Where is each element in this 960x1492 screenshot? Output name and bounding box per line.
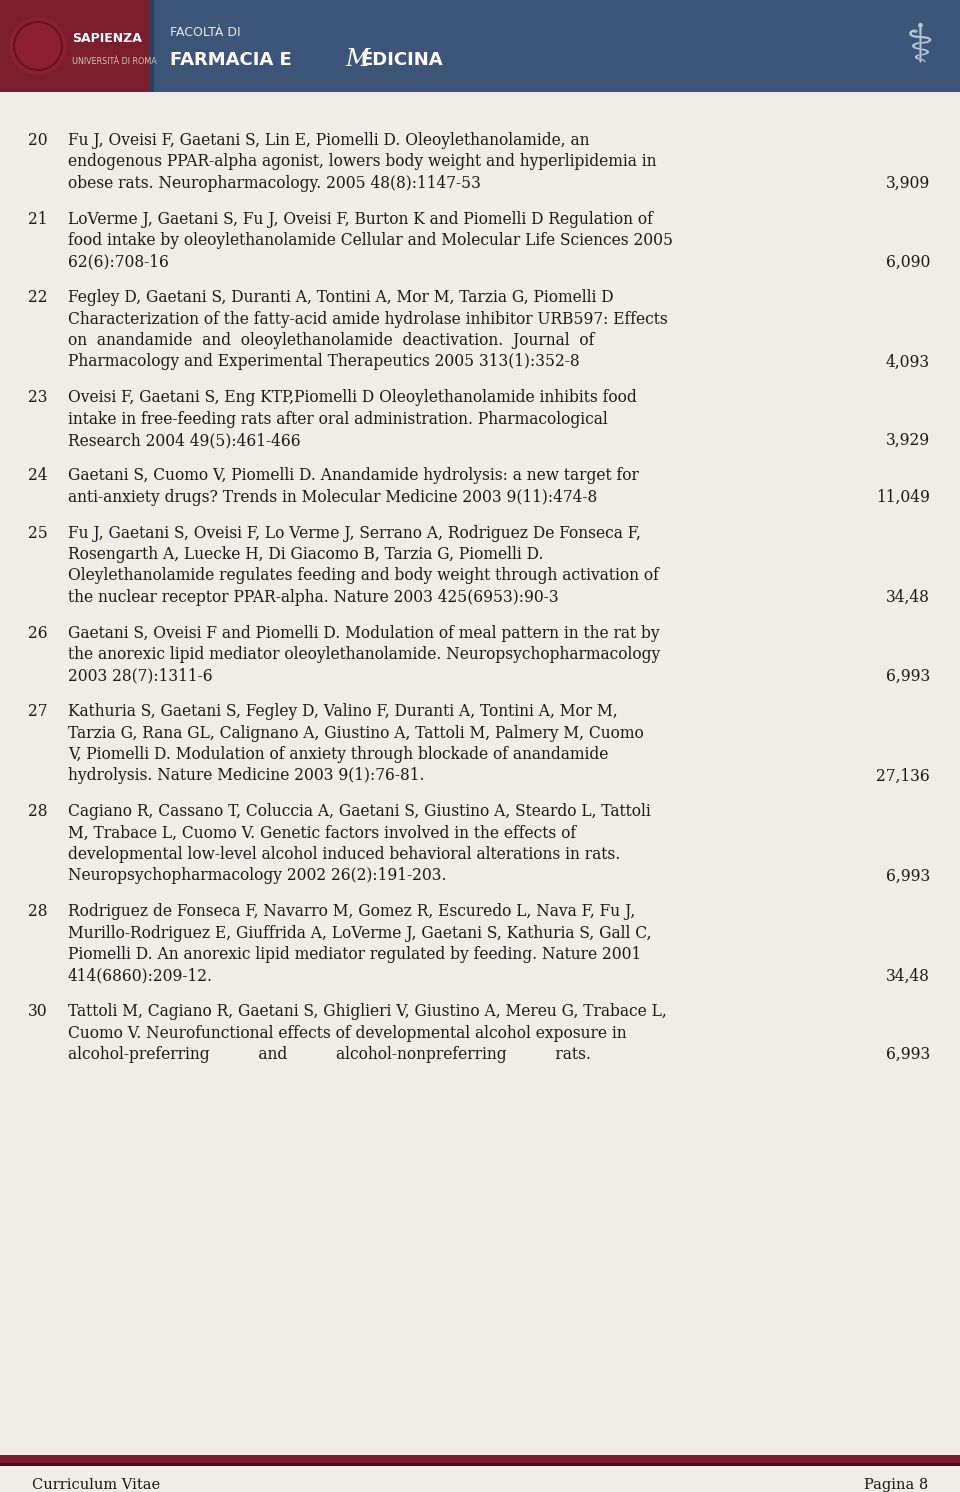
Text: SAPIENZA: SAPIENZA (72, 31, 142, 45)
Text: 27,136: 27,136 (876, 767, 930, 785)
Text: 30: 30 (28, 1003, 48, 1021)
Text: LoVerme J, Gaetani S, Fu J, Oveisi F, Burton K and Piomelli D Regulation of: LoVerme J, Gaetani S, Fu J, Oveisi F, Bu… (68, 210, 653, 227)
Text: 11,049: 11,049 (876, 489, 930, 506)
Text: Oleylethanolamide regulates feeding and body weight through activation of: Oleylethanolamide regulates feeding and … (68, 567, 659, 585)
Text: Fegley D, Gaetani S, Duranti A, Tontini A, Mor M, Tarzia G, Piomelli D: Fegley D, Gaetani S, Duranti A, Tontini … (68, 289, 613, 306)
Text: M, Trabace L, Cuomo V. Genetic factors involved in the effects of: M, Trabace L, Cuomo V. Genetic factors i… (68, 825, 576, 841)
Text: 28: 28 (28, 803, 47, 821)
Text: Neuropsychopharmacology 2002 26(2):191-203.: Neuropsychopharmacology 2002 26(2):191-2… (68, 867, 446, 885)
Text: 20: 20 (28, 131, 48, 149)
Text: Piomelli D. An anorexic lipid mediator regulated by feeding. Nature 2001: Piomelli D. An anorexic lipid mediator r… (68, 946, 641, 962)
Text: 23: 23 (28, 389, 47, 406)
Text: ⚕: ⚕ (905, 19, 934, 72)
Text: anti-anxiety drugs? Trends in Molecular Medicine 2003 9(11):474-8: anti-anxiety drugs? Trends in Molecular … (68, 489, 597, 506)
Circle shape (10, 18, 66, 75)
Text: Murillo-Rodriguez E, Giuffrida A, LoVerme J, Gaetani S, Kathuria S, Gall C,: Murillo-Rodriguez E, Giuffrida A, LoVerm… (68, 925, 652, 941)
Text: alcohol-preferring          and          alcohol-nonpreferring          rats.: alcohol-preferring and alcohol-nonprefer… (68, 1046, 590, 1062)
Text: 22: 22 (28, 289, 47, 306)
Text: 6,993: 6,993 (886, 1046, 930, 1062)
Text: FARMACIA E: FARMACIA E (170, 51, 304, 69)
Text: endogenous PPAR-alpha agonist, lowers body weight and hyperlipidemia in: endogenous PPAR-alpha agonist, lowers bo… (68, 154, 657, 170)
Text: 28: 28 (28, 903, 47, 921)
Text: FACOLTÀ DI: FACOLTÀ DI (170, 25, 241, 39)
Text: 62(6):708-16: 62(6):708-16 (68, 254, 169, 270)
Text: 6,090: 6,090 (886, 254, 930, 270)
Text: Rodriguez de Fonseca F, Navarro M, Gomez R, Escuredo L, Nava F, Fu J,: Rodriguez de Fonseca F, Navarro M, Gomez… (68, 903, 636, 921)
Bar (0, 1464, 960, 1467)
Text: 3,929: 3,929 (886, 433, 930, 449)
Text: the anorexic lipid mediator oleoylethanolamide. Neuropsychopharmacology: the anorexic lipid mediator oleoylethano… (68, 646, 660, 662)
Text: obese rats. Neuropharmacology. 2005 48(8):1147-53: obese rats. Neuropharmacology. 2005 48(8… (68, 175, 481, 192)
Text: 34,48: 34,48 (886, 967, 930, 985)
Bar (150, 0, 154, 93)
Bar (0, 0, 150, 93)
Text: on  anandamide  and  oleoylethanolamide  deactivation.  Journal  of: on anandamide and oleoylethanolamide dea… (68, 333, 594, 349)
Text: UNIVERSITÀ DI ROMA: UNIVERSITÀ DI ROMA (72, 58, 156, 67)
Text: Cuomo V. Neurofunctional effects of developmental alcohol exposure in: Cuomo V. Neurofunctional effects of deve… (68, 1025, 627, 1041)
Text: Oveisi F, Gaetani S, Eng KTP,Piomelli D Oleoylethanolamide inhibits food: Oveisi F, Gaetani S, Eng KTP,Piomelli D … (68, 389, 636, 406)
Bar (0, 0, 960, 93)
Text: food intake by oleoylethanolamide Cellular and Molecular Life Sciences 2005: food intake by oleoylethanolamide Cellul… (68, 231, 673, 249)
Text: Tattoli M, Cagiano R, Gaetani S, Ghiglieri V, Giustino A, Mereu G, Trabace L,: Tattoli M, Cagiano R, Gaetani S, Ghiglie… (68, 1003, 667, 1021)
Text: Fu J, Oveisi F, Gaetani S, Lin E, Piomelli D. Oleoylethanolamide, an: Fu J, Oveisi F, Gaetani S, Lin E, Piomel… (68, 131, 589, 149)
Text: 414(6860):209-12.: 414(6860):209-12. (68, 967, 213, 985)
Text: 24: 24 (28, 467, 47, 485)
Text: 6,993: 6,993 (886, 867, 930, 885)
Text: intake in free-feeding rats after oral administration. Pharmacological: intake in free-feeding rats after oral a… (68, 410, 608, 428)
Text: Pagina 8: Pagina 8 (864, 1479, 928, 1492)
Text: 27: 27 (28, 703, 47, 721)
Text: 2003 28(7):1311-6: 2003 28(7):1311-6 (68, 667, 212, 685)
Text: Kathuria S, Gaetani S, Fegley D, Valino F, Duranti A, Tontini A, Mor M,: Kathuria S, Gaetani S, Fegley D, Valino … (68, 703, 617, 721)
Text: Gaetani S, Cuomo V, Piomelli D. Anandamide hydrolysis: a new target for: Gaetani S, Cuomo V, Piomelli D. Anandami… (68, 467, 638, 485)
Text: 25: 25 (28, 525, 48, 542)
Text: 34,48: 34,48 (886, 589, 930, 606)
Bar (0, 1455, 960, 1464)
Text: Fu J, Gaetani S, Oveisi F, Lo Verme J, Serrano A, Rodriguez De Fonseca F,: Fu J, Gaetani S, Oveisi F, Lo Verme J, S… (68, 525, 641, 542)
Text: M: M (345, 49, 370, 72)
Text: developmental low-level alcohol induced behavioral alterations in rats.: developmental low-level alcohol induced … (68, 846, 620, 862)
Text: 21: 21 (28, 210, 47, 227)
Text: 4,093: 4,093 (886, 354, 930, 370)
Text: 3,909: 3,909 (886, 175, 930, 192)
Text: Pharmacology and Experimental Therapeutics 2005 313(1):352-8: Pharmacology and Experimental Therapeuti… (68, 354, 580, 370)
Text: Tarzia G, Rana GL, Calignano A, Giustino A, Tattoli M, Palmery M, Cuomo: Tarzia G, Rana GL, Calignano A, Giustino… (68, 725, 644, 742)
Text: Characterization of the fatty-acid amide hydrolase inhibitor URB597: Effects: Characterization of the fatty-acid amide… (68, 310, 668, 328)
Text: the nuclear receptor PPAR-alpha. Nature 2003 425(6953):90-3: the nuclear receptor PPAR-alpha. Nature … (68, 589, 559, 606)
Text: 26: 26 (28, 625, 48, 642)
Text: 6,993: 6,993 (886, 667, 930, 685)
Text: Cagiano R, Cassano T, Coluccia A, Gaetani S, Giustino A, Steardo L, Tattoli: Cagiano R, Cassano T, Coluccia A, Gaetan… (68, 803, 651, 821)
Text: hydrolysis. Nature Medicine 2003 9(1):76-81.: hydrolysis. Nature Medicine 2003 9(1):76… (68, 767, 424, 785)
Text: V, Piomelli D. Modulation of anxiety through blockade of anandamide: V, Piomelli D. Modulation of anxiety thr… (68, 746, 609, 762)
Text: EDICINA: EDICINA (360, 51, 443, 69)
Text: Rosengarth A, Luecke H, Di Giacomo B, Tarzia G, Piomelli D.: Rosengarth A, Luecke H, Di Giacomo B, Ta… (68, 546, 543, 562)
Text: Research 2004 49(5):461-466: Research 2004 49(5):461-466 (68, 433, 300, 449)
Text: Gaetani S, Oveisi F and Piomelli D. Modulation of meal pattern in the rat by: Gaetani S, Oveisi F and Piomelli D. Modu… (68, 625, 660, 642)
Text: Curriculum Vitae: Curriculum Vitae (32, 1479, 160, 1492)
